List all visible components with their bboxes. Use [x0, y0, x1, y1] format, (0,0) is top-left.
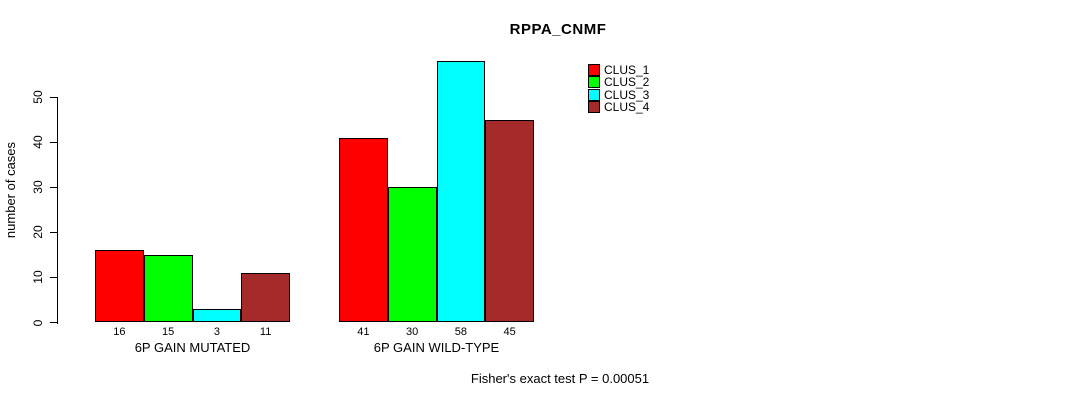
- y-tick-label: 10: [31, 270, 45, 285]
- bar-clus_2-group2: [387, 187, 437, 323]
- bar-value-label: 45: [503, 326, 516, 338]
- bar-value-label: 15: [162, 326, 175, 338]
- y-tick-label: 30: [31, 180, 45, 194]
- y-axis-line: [57, 97, 58, 324]
- y-tick-label: 20: [31, 225, 45, 239]
- y-tick-label: 0: [31, 319, 45, 326]
- y-tick-mark: [50, 186, 57, 188]
- bar-value-label: 58: [454, 326, 467, 338]
- legend-item: CLUS_2: [588, 75, 650, 90]
- footer-note: Fisher's exact test P = 0.00051: [470, 371, 650, 386]
- y-tick-label: 50: [31, 90, 45, 104]
- legend-label: CLUS_2: [604, 75, 650, 90]
- bar-clus_3-group2: [436, 60, 486, 323]
- y-axis-label: number of cases: [2, 141, 18, 239]
- y-tick-label: 40: [31, 135, 45, 149]
- y-tick-mark: [50, 231, 57, 233]
- bar-clus_1-group1: [95, 250, 144, 323]
- y-tick-mark: [50, 141, 57, 143]
- x-group-label: 6P GAIN MUTATED: [134, 340, 251, 355]
- legend-swatch-clus_3: [588, 88, 600, 101]
- legend-swatch-clus_4: [588, 101, 600, 114]
- legend-label: CLUS_3: [604, 87, 650, 102]
- bar-clus_4-group1: [241, 272, 290, 323]
- chart-title: RPPA_CNMF: [509, 21, 607, 38]
- bar-clus_3-group1: [192, 308, 242, 323]
- legend-swatch-clus_1: [588, 63, 600, 76]
- y-tick-mark: [50, 96, 57, 98]
- y-tick-mark: [50, 322, 57, 323]
- bar-value-label: 3: [213, 326, 220, 338]
- y-tick-mark: [50, 276, 57, 278]
- bar-value-label: 30: [406, 326, 419, 338]
- bar-value-label: 11: [259, 326, 272, 338]
- legend-label: CLUS_4: [604, 100, 650, 115]
- bar-clus_2-group1: [143, 254, 193, 323]
- bar-value-label: 16: [113, 326, 126, 338]
- legend-swatch-clus_2: [588, 76, 600, 89]
- legend-label: CLUS_1: [604, 62, 650, 77]
- legend-item: CLUS_3: [588, 87, 650, 102]
- bar-clus_1-group2: [339, 137, 388, 323]
- legend-item: CLUS_4: [588, 100, 650, 115]
- legend-item: CLUS_1: [588, 62, 650, 77]
- bar-clus_4-group2: [485, 119, 534, 323]
- x-group-label: 6P GAIN WILD-TYPE: [373, 340, 500, 355]
- bar-value-label: 41: [357, 326, 370, 338]
